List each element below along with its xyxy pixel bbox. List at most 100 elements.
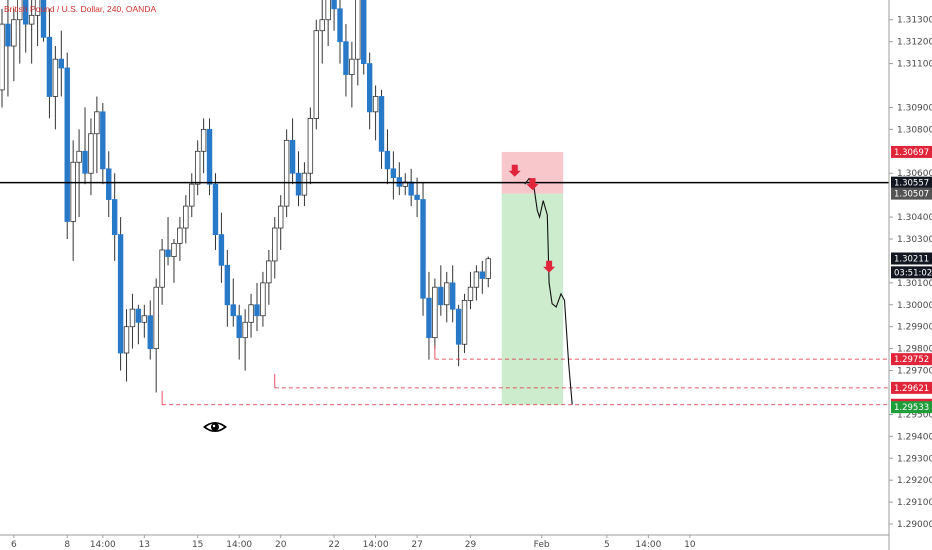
- price-badge-label: 1.30211: [894, 255, 929, 265]
- down-arrow-icon: [526, 178, 539, 191]
- candle-body: [266, 260, 272, 284]
- candle-body: [378, 96, 385, 152]
- projection: [508, 164, 573, 405]
- price-badge-label: 1.30507: [894, 190, 929, 200]
- candle-body: [153, 286, 159, 350]
- candle-body: [64, 67, 70, 222]
- candle-body: [420, 199, 426, 299]
- candle-body: [34, 0, 41, 16]
- candle-body: [28, 14, 35, 25]
- candle-body: [337, 8, 343, 43]
- x-tick-label: 14:00: [363, 540, 389, 550]
- y-tick-label: 1.30300: [897, 235, 932, 245]
- candle-body: [224, 264, 231, 306]
- candle-body: [159, 249, 165, 288]
- y-tick-label: 1.30100: [897, 279, 932, 289]
- x-tick-label: 8: [64, 540, 70, 550]
- candle-body: [141, 315, 148, 323]
- candle-body: [11, 19, 17, 47]
- candle-body: [432, 286, 438, 339]
- price-badge: [891, 266, 932, 279]
- x-tick-label: 27: [411, 540, 422, 550]
- price-badge-label: 1.29621: [894, 384, 929, 394]
- candle-body: [289, 139, 296, 174]
- price-badge: [891, 176, 932, 189]
- x-tick-label: 14:00: [90, 540, 116, 550]
- candle-body: [94, 111, 100, 135]
- price-badge-label: 1.29752: [894, 355, 929, 365]
- y-tick-label: 1.29800: [897, 345, 932, 355]
- candle-body: [461, 299, 468, 345]
- candle-body: [343, 41, 349, 75]
- candle-body: [390, 168, 397, 179]
- y-tick-label: 1.29400: [897, 432, 932, 442]
- time-axis: 6 8 14:00 13 15 14:00 20 22 14:00 27 29 Feb 5 14:00 10: [0, 534, 889, 550]
- chart-title: British Pound / U.S. Dollar, 240, OANDA: [4, 4, 156, 14]
- candle-body: [283, 139, 290, 207]
- candle-body: [361, 0, 367, 64]
- y-tick-label: 1.29200: [897, 476, 932, 486]
- candle-body: [473, 271, 480, 288]
- price-badge: [891, 381, 932, 394]
- projection-path: [524, 177, 573, 405]
- candle-body: [194, 150, 201, 185]
- candle-body: [230, 304, 236, 317]
- candle-body: [408, 181, 414, 196]
- x-tick-label: 10: [684, 540, 696, 550]
- x-tick-label: 22: [328, 540, 339, 550]
- y-tick-label: 1.29900: [897, 323, 932, 333]
- candle-body: [147, 315, 153, 350]
- candle-body: [438, 286, 444, 306]
- candle-body: [254, 304, 260, 317]
- x-tick-label: 6: [11, 540, 17, 550]
- candle-body: [135, 308, 142, 323]
- candle-body: [17, 0, 23, 21]
- candle-body: [106, 168, 112, 200]
- price-badge: [891, 401, 932, 414]
- candle-body: [46, 36, 53, 97]
- candle-body: [260, 282, 266, 317]
- candle-body: [100, 111, 106, 170]
- price-badge: [891, 252, 932, 265]
- down-arrow-icon: [508, 164, 521, 177]
- candle-body: [117, 234, 124, 354]
- candle-body: [0, 23, 5, 91]
- down-arrow-icon: [543, 260, 556, 273]
- candle-body: [331, 0, 337, 10]
- candle-body: [325, 0, 331, 21]
- candle-body: [248, 304, 254, 323]
- x-tick-label: 20: [275, 540, 287, 550]
- candle-body: [23, 0, 29, 25]
- price-axis: 1.31300 1.31200 1.31100 1.30900 1.30800 1.306…: [888, 0, 932, 550]
- risk-reward-zones: [501, 151, 564, 405]
- y-tick-label: 1.29300: [897, 454, 932, 464]
- y-tick-label: 1.30000: [897, 301, 932, 311]
- levels: [0, 181, 889, 406]
- candle-body: [349, 58, 355, 75]
- price-badge-label: 03:51:02: [894, 268, 932, 278]
- y-tick-label: 1.31100: [897, 60, 932, 70]
- candle-body: [301, 172, 308, 196]
- y-tick-label: 1.31200: [897, 38, 932, 48]
- candle-body: [212, 183, 219, 236]
- candle-body: [88, 133, 94, 174]
- candle-body: [467, 286, 474, 301]
- candles: [0, 0, 491, 393]
- candle-body: [485, 258, 491, 279]
- candle-body: [372, 96, 379, 113]
- candle-body: [455, 308, 462, 345]
- candle-body: [70, 161, 76, 222]
- candle-body: [52, 58, 59, 97]
- y-tick-label: 1.30800: [897, 125, 932, 135]
- candle-body: [189, 183, 195, 207]
- x-tick-label: 5: [604, 540, 610, 550]
- y-tick-label: 1.29000: [897, 520, 932, 530]
- candle-body: [242, 321, 248, 339]
- y-tick-label: 1.29700: [897, 367, 932, 377]
- candle-body: [76, 150, 82, 163]
- candle-body: [307, 118, 314, 174]
- price-badge-label: 1.30697: [894, 148, 929, 158]
- candle-body: [206, 128, 213, 185]
- candle-body: [200, 128, 207, 152]
